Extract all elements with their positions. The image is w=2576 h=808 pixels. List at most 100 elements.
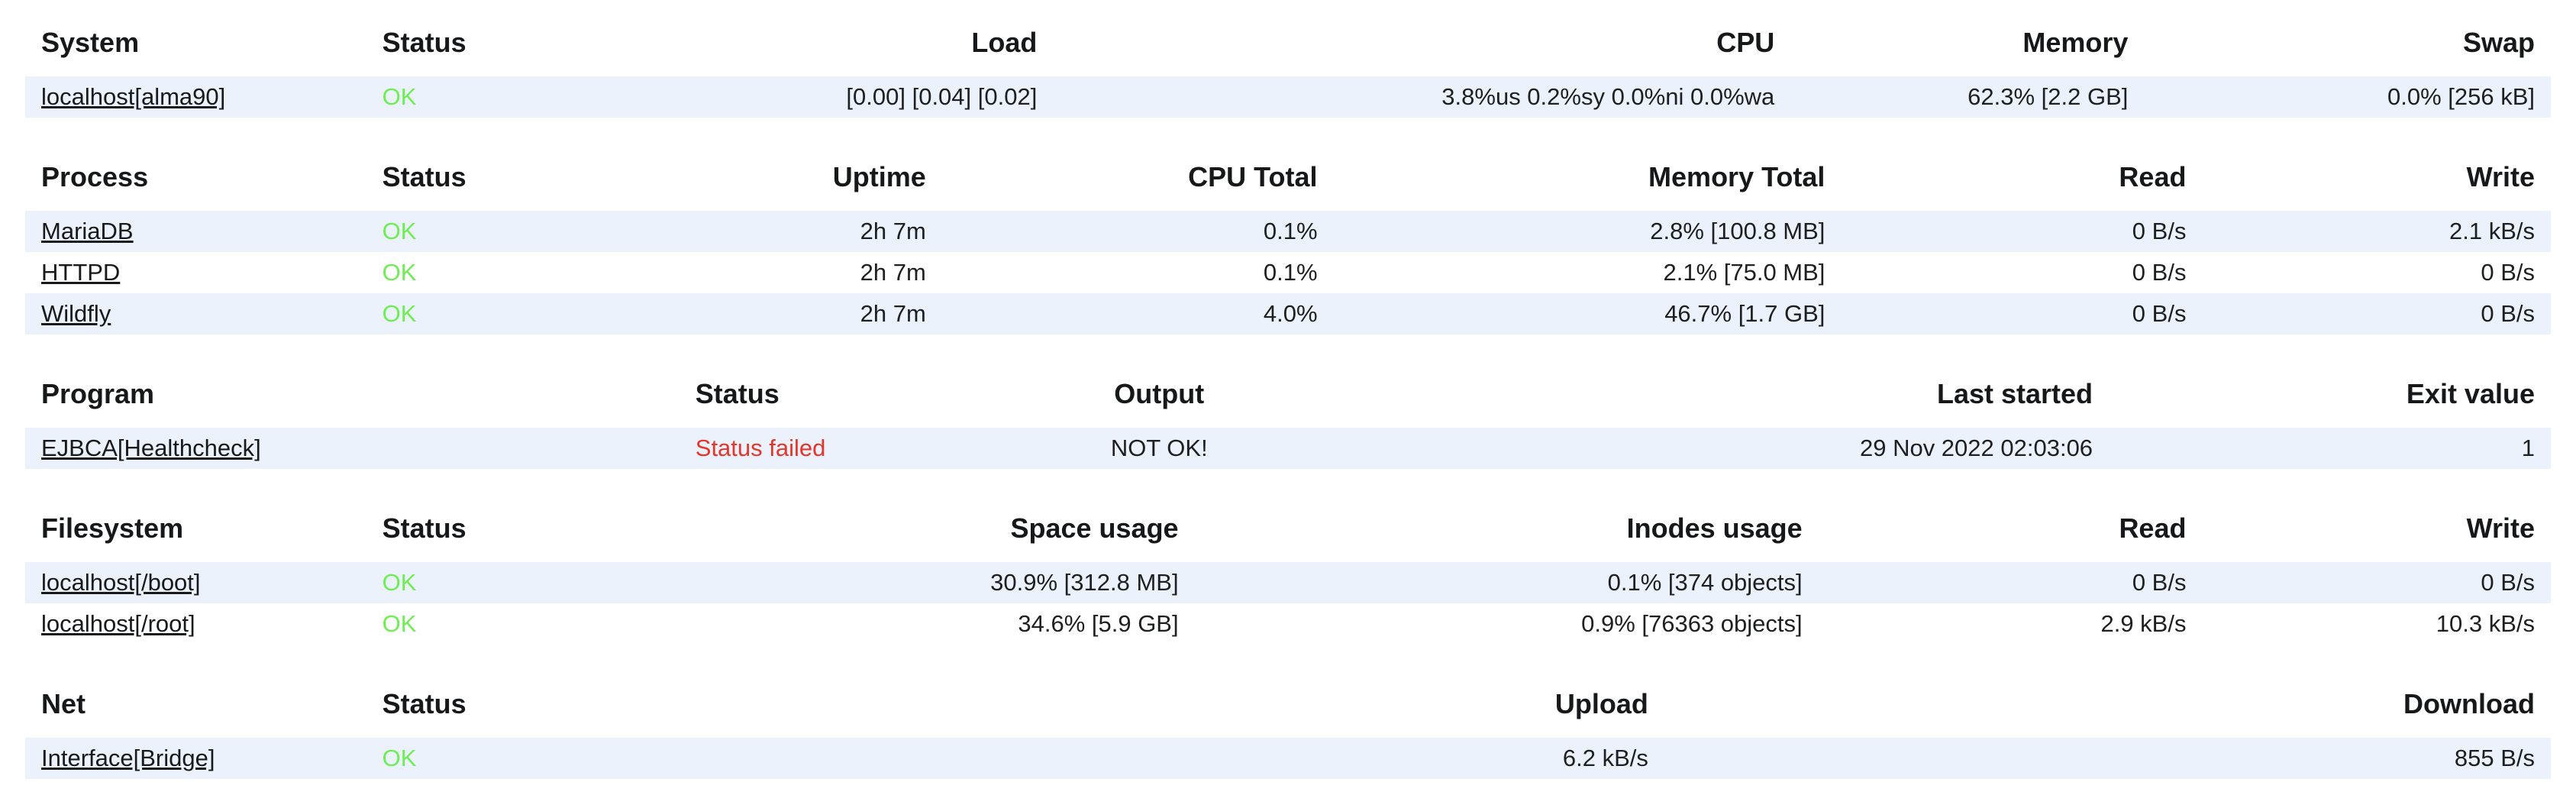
exit-value-cell: 1 bbox=[2521, 435, 2535, 461]
program-header-row: Program Status Output Last started Exit … bbox=[25, 377, 2551, 428]
status-cell: OK bbox=[382, 218, 417, 244]
filesystem-link-localhost-boot[interactable]: localhost[/boot] bbox=[41, 569, 201, 596]
process-link-httpd[interactable]: HTTPD bbox=[41, 259, 121, 286]
column-header-status: Status bbox=[382, 161, 466, 192]
column-header-system: System bbox=[41, 27, 140, 58]
column-header-write: Write bbox=[2466, 512, 2535, 544]
space-usage-cell: 30.9% [312.8 MB] bbox=[990, 569, 1179, 596]
column-header-process: Process bbox=[41, 161, 149, 192]
program-name-cell: EJBCA[Healthcheck] bbox=[25, 428, 680, 469]
memory-total-cell: 2.8% [100.8 MB] bbox=[1650, 218, 1825, 244]
download-cell: 855 B/s bbox=[2454, 745, 2535, 771]
process-name-cell: HTTPD bbox=[25, 252, 366, 293]
table-row: localhost[alma90] OK [0.00] [0.04] [0.02… bbox=[25, 76, 2551, 118]
process-link-mariadb[interactable]: MariaDB bbox=[41, 218, 134, 244]
status-cell: OK bbox=[382, 745, 417, 771]
system-name-cell: localhost[alma90] bbox=[25, 76, 366, 118]
net-link-interface-bridge[interactable]: Interface[Bridge] bbox=[41, 745, 215, 771]
memory-cell: 62.3% [2.2 GB] bbox=[1968, 83, 2129, 110]
column-header-space-usage: Space usage bbox=[1010, 512, 1179, 544]
column-header-load: Load bbox=[971, 27, 1038, 58]
net-table: Net Status Upload Download Interface[Bri… bbox=[25, 687, 2551, 779]
write-cell: 0 B/s bbox=[2481, 300, 2535, 327]
status-cell: OK bbox=[382, 300, 417, 327]
memory-total-cell: 46.7% [1.7 GB] bbox=[1664, 300, 1825, 327]
column-header-memory-total: Memory Total bbox=[1648, 161, 1825, 192]
cpu-total-cell: 0.1% bbox=[1263, 259, 1318, 286]
process-header-row: Process Status Uptime CPU Total Memory T… bbox=[25, 160, 2551, 211]
write-cell: 10.3 kB/s bbox=[2436, 610, 2535, 637]
column-header-write: Write bbox=[2466, 161, 2535, 192]
column-header-read: Read bbox=[2119, 512, 2187, 544]
net-header-row: Net Status Upload Download bbox=[25, 687, 2551, 738]
status-cell: OK bbox=[382, 569, 417, 596]
column-header-status: Status bbox=[382, 512, 466, 544]
upload-cell: 6.2 kB/s bbox=[1562, 745, 1648, 771]
column-header-net: Net bbox=[41, 688, 86, 719]
cpu-total-cell: 0.1% bbox=[1263, 218, 1318, 244]
column-header-last-started: Last started bbox=[1936, 378, 2093, 409]
write-cell: 0 B/s bbox=[2481, 569, 2535, 596]
cpu-cell: 3.8%us 0.2%sy 0.0%ni 0.0%wa bbox=[1441, 83, 1775, 110]
filesystem-name-cell: localhost[/boot] bbox=[25, 562, 366, 603]
table-row: Interface[Bridge] OK 6.2 kB/s 855 B/s bbox=[25, 738, 2551, 779]
program-link-ejbca-healthcheck[interactable]: EJBCA[Healthcheck] bbox=[41, 435, 261, 461]
column-header-status: Status bbox=[382, 688, 466, 719]
process-link-wildfly[interactable]: Wildfly bbox=[41, 300, 111, 327]
filesystem-table: Filesystem Status Space usage Inodes usa… bbox=[25, 512, 2551, 645]
status-cell: OK bbox=[382, 259, 417, 286]
filesystem-link-localhost-root[interactable]: localhost[/root] bbox=[41, 610, 195, 637]
column-header-read: Read bbox=[2119, 161, 2187, 192]
column-header-cpu: CPU bbox=[1716, 27, 1775, 58]
process-name-cell: Wildfly bbox=[25, 293, 366, 335]
table-row: HTTPD OK 2h 7m 0.1% 2.1% [75.0 MB] 0 B/s… bbox=[25, 252, 2551, 293]
read-cell: 0 B/s bbox=[2132, 300, 2187, 327]
process-table: Process Status Uptime CPU Total Memory T… bbox=[25, 160, 2551, 335]
column-header-filesystem: Filesystem bbox=[41, 512, 184, 544]
memory-total-cell: 2.1% [75.0 MB] bbox=[1663, 259, 1825, 286]
system-header-row: System Status Load CPU Memory Swap bbox=[25, 26, 2551, 76]
read-cell: 2.9 kB/s bbox=[2100, 610, 2187, 637]
column-header-download: Download bbox=[2403, 688, 2535, 719]
swap-cell: 0.0% [256 kB] bbox=[2387, 83, 2535, 110]
read-cell: 0 B/s bbox=[2132, 259, 2187, 286]
table-row: localhost[/root] OK 34.6% [5.9 GB] 0.9% … bbox=[25, 603, 2551, 645]
table-row: EJBCA[Healthcheck] Status failed NOT OK!… bbox=[25, 428, 2551, 469]
write-cell: 0 B/s bbox=[2481, 259, 2535, 286]
column-header-cpu-total: CPU Total bbox=[1188, 161, 1318, 192]
inodes-usage-cell: 0.1% [374 objects] bbox=[1607, 569, 1803, 596]
read-cell: 0 B/s bbox=[2132, 569, 2187, 596]
status-cell: OK bbox=[382, 610, 417, 637]
column-header-exit-value: Exit value bbox=[2406, 378, 2535, 409]
net-name-cell: Interface[Bridge] bbox=[25, 738, 366, 779]
column-header-inodes-usage: Inodes usage bbox=[1626, 512, 1803, 544]
uptime-cell: 2h 7m bbox=[860, 300, 926, 327]
table-row: localhost[/boot] OK 30.9% [312.8 MB] 0.1… bbox=[25, 562, 2551, 603]
inodes-usage-cell: 0.9% [76363 objects] bbox=[1581, 610, 1803, 637]
column-header-memory: Memory bbox=[2022, 27, 2129, 58]
monitoring-status-page: System Status Load CPU Memory Swap local… bbox=[25, 26, 2551, 779]
status-cell: OK bbox=[382, 83, 417, 110]
write-cell: 2.1 kB/s bbox=[2449, 218, 2535, 244]
status-cell: Status failed bbox=[695, 435, 826, 461]
last-started-cell: 29 Nov 2022 02:03:06 bbox=[1859, 435, 2093, 461]
uptime-cell: 2h 7m bbox=[860, 218, 926, 244]
column-header-output: Output bbox=[1114, 378, 1205, 409]
column-header-swap: Swap bbox=[2462, 27, 2535, 58]
load-cell: [0.00] [0.04] [0.02] bbox=[846, 83, 1038, 110]
system-link-localhost-alma90[interactable]: localhost[alma90] bbox=[41, 83, 226, 110]
filesystem-header-row: Filesystem Status Space usage Inodes usa… bbox=[25, 512, 2551, 562]
read-cell: 0 B/s bbox=[2132, 218, 2187, 244]
uptime-cell: 2h 7m bbox=[860, 259, 926, 286]
output-cell: NOT OK! bbox=[1110, 435, 1208, 461]
column-header-upload: Upload bbox=[1554, 688, 1648, 719]
column-header-status: Status bbox=[695, 378, 780, 409]
program-table: Program Status Output Last started Exit … bbox=[25, 377, 2551, 469]
column-header-program: Program bbox=[41, 378, 155, 409]
system-table: System Status Load CPU Memory Swap local… bbox=[25, 26, 2551, 118]
table-row: MariaDB OK 2h 7m 0.1% 2.8% [100.8 MB] 0 … bbox=[25, 211, 2551, 252]
table-row: Wildfly OK 2h 7m 4.0% 46.7% [1.7 GB] 0 B… bbox=[25, 293, 2551, 335]
filesystem-name-cell: localhost[/root] bbox=[25, 603, 366, 645]
process-name-cell: MariaDB bbox=[25, 211, 366, 252]
space-usage-cell: 34.6% [5.9 GB] bbox=[1018, 610, 1179, 637]
